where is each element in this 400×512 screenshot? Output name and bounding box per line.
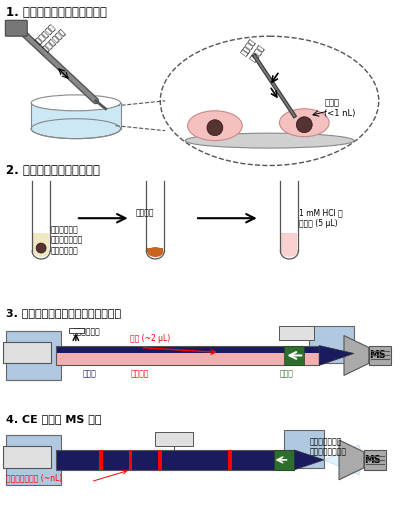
Polygon shape [339,440,364,480]
Text: 4. CE 分離と MS 検出: 4. CE 分離と MS 検出 [6,414,102,424]
Bar [369,346,391,366]
Text: MS: MS [364,455,381,465]
Bar [274,450,294,470]
Ellipse shape [33,247,49,257]
Bar [56,346,319,353]
Ellipse shape [282,247,297,257]
Bar [56,450,294,470]
Bar [6,331,61,380]
Bar [33,233,49,252]
Ellipse shape [31,119,120,139]
Circle shape [296,117,312,133]
Text: 30kV: 30kV [12,452,42,462]
Bar [155,432,193,446]
Text: 泳動液: 泳動液 [83,369,97,378]
Bar [31,103,120,129]
Text: 減圧乾燥: 減圧乾燥 [136,209,154,218]
Ellipse shape [280,109,329,137]
Circle shape [207,120,223,136]
Text: 濃縮液: 濃縮液 [280,369,293,378]
Circle shape [36,243,46,253]
Polygon shape [294,450,324,470]
FancyBboxPatch shape [5,20,27,36]
Text: 30kV: 30kV [12,348,42,357]
Ellipse shape [31,95,120,111]
Ellipse shape [160,36,379,165]
Bar [228,450,232,470]
Text: 試料 (~2 μL): 試料 (~2 μL) [130,334,171,343]
Polygon shape [324,445,364,475]
Text: 1. 顕微鏡観察下で一細胞吸引: 1. 顕微鏡観察下で一細胞吸引 [6,6,107,19]
Text: 3. 試料を大量導入し，電気的に濃縮: 3. 試料を大量導入し，電気的に濃縮 [6,308,122,318]
Text: ナノエレクトロ
スプレーイオン化: ナノエレクトロ スプレーイオン化 [309,437,346,456]
Text: マイクロ
ニードル: マイクロ ニードル [240,37,266,63]
Text: 濃縮された試料 (~nL): 濃縮された試料 (~nL) [6,474,63,483]
Bar [3,342,51,364]
Bar [284,430,324,468]
Bar [3,446,51,468]
Ellipse shape [147,247,163,257]
Polygon shape [319,346,354,366]
Text: 一細胞
(<1 nL): 一細胞 (<1 nL) [324,99,356,118]
Bar [69,328,84,333]
Text: 0kV: 0kV [288,328,305,337]
Bar [56,450,294,470]
Bar [147,248,163,252]
Ellipse shape [188,111,242,141]
Bar [364,450,386,470]
Text: 2kV: 2kV [166,435,183,443]
Bar [309,326,354,364]
Bar [280,326,314,339]
Bar [284,346,304,366]
Text: 2. チューブ内で試料前処理: 2. チューブ内で試料前処理 [6,163,100,177]
Bar [56,346,319,366]
Bar [6,435,61,485]
Text: 1 mM HCl で
再溶解 (5 μL): 1 mM HCl で 再溶解 (5 μL) [299,208,343,228]
Ellipse shape [185,133,354,148]
Polygon shape [344,335,369,375]
Text: 細胞を針から
取り出し，メタ
ノールで溶解: 細胞を針から 取り出し，メタ ノールで溶解 [51,225,84,255]
Text: MS: MS [369,350,386,360]
Bar [99,450,103,470]
Text: マイクロマニ
ピュレーション: マイクロマニ ピュレーション [31,19,68,56]
Bar [128,450,132,470]
Text: 試料濃縮: 試料濃縮 [130,369,149,378]
Bar [282,233,297,252]
Text: 吸引アシスト: 吸引アシスト [73,328,101,336]
Bar [56,346,319,366]
Bar [158,450,162,470]
